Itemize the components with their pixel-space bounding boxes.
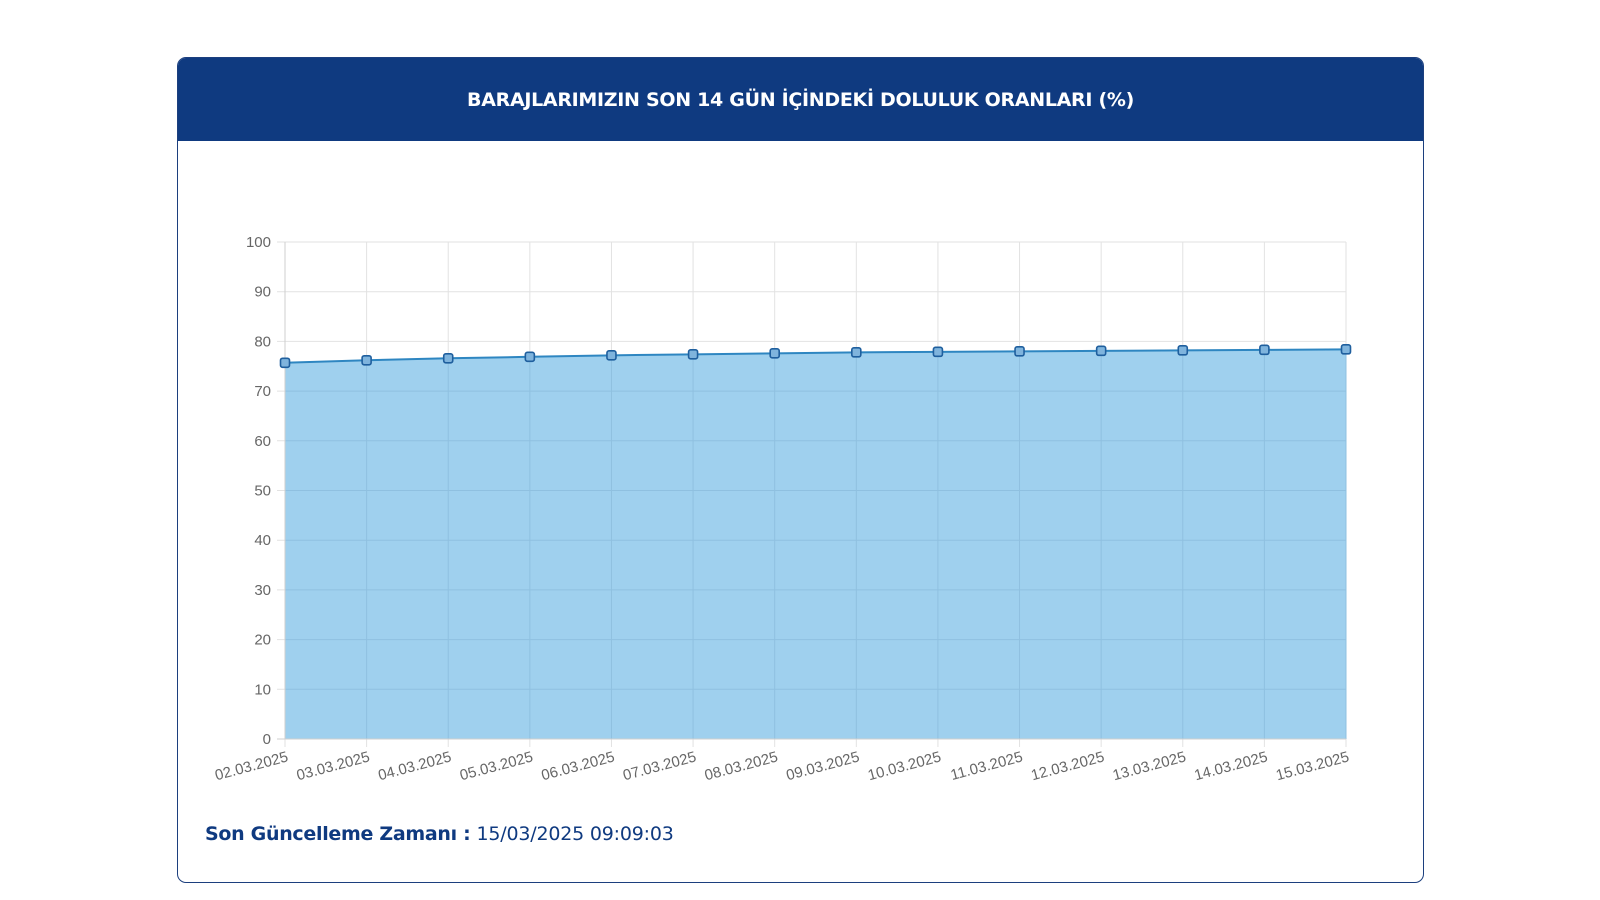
fill-rate-chart: 0 10 20 30 40 50 60 70 80 90 100 02.03.2025 03.03.2… (213, 234, 1352, 784)
x-tick-label: 15.03.2025 (1274, 748, 1351, 784)
y-tick-label: 90 (254, 284, 271, 301)
x-tick-label: 14.03.2025 (1193, 748, 1270, 784)
y-tick-label: 100 (246, 234, 271, 251)
y-tick-label: 60 (254, 433, 271, 450)
x-tick-label: 03.03.2025 (295, 748, 372, 784)
x-tick-label: 02.03.2025 (213, 748, 290, 784)
data-point[interactable] (687, 349, 699, 360)
y-tick-label: 70 (254, 383, 271, 400)
y-tick-label: 10 (254, 681, 271, 698)
data-point[interactable] (442, 352, 454, 364)
data-point[interactable] (361, 354, 372, 366)
y-tick-label: 50 (254, 483, 271, 500)
data-point[interactable] (1014, 346, 1025, 357)
chart-title: BARAJLARIMIZIN SON 14 GÜN İÇİNDEKİ DOLUL… (467, 88, 1134, 111)
data-point[interactable] (1177, 345, 1189, 356)
chart-card: BARAJLARIMIZIN SON 14 GÜN İÇİNDEKİ DOLUL… (177, 57, 1424, 883)
y-tick-label: 80 (254, 333, 271, 350)
data-points (279, 344, 1352, 369)
x-tick-label: 05.03.2025 (458, 748, 535, 784)
x-tick-label: 08.03.2025 (703, 748, 780, 784)
y-tick-label: 0 (263, 731, 271, 748)
data-point[interactable] (524, 351, 536, 363)
series-line (284, 348, 1347, 364)
data-point[interactable] (932, 346, 944, 358)
data-point[interactable] (769, 348, 780, 359)
y-tick-label: 30 (254, 582, 271, 599)
chart-area: 0 10 20 30 40 50 60 70 80 90 100 02.03.2025 03.03.2… (178, 141, 1422, 801)
y-tick-label: 20 (254, 632, 271, 649)
x-tick-label: 10.03.2025 (866, 748, 943, 784)
data-point[interactable] (1340, 344, 1352, 355)
card-header: BARAJLARIMIZIN SON 14 GÜN İÇİNDEKİ DOLUL… (178, 58, 1423, 141)
last-update: Son Güncelleme Zamanı : 15/03/2025 09:09… (205, 823, 674, 845)
x-tick-label: 13.03.2025 (1111, 748, 1188, 784)
x-tick-label: 06.03.2025 (540, 748, 617, 784)
last-update-label: Son Güncelleme Zamanı : (205, 823, 471, 845)
x-tick-label: 04.03.2025 (376, 748, 453, 784)
data-point[interactable] (1095, 345, 1107, 357)
area-fill (285, 349, 1346, 739)
x-tick-label: 12.03.2025 (1029, 748, 1106, 784)
y-tick-label: 40 (254, 532, 271, 549)
axes (277, 242, 1346, 740)
y-tick-labels: 0 10 20 30 40 50 60 70 80 90 100 (246, 234, 271, 748)
data-point[interactable] (851, 347, 862, 358)
x-tick-label: 09.03.2025 (784, 748, 861, 784)
area-layer (284, 348, 1347, 739)
last-update-value: 15/03/2025 09:09:03 (476, 823, 674, 845)
x-tick-label: 07.03.2025 (621, 748, 698, 784)
data-point[interactable] (606, 350, 617, 361)
x-tick-labels: 02.03.2025 03.03.2025 04.03.2025 05.03.2025… (213, 748, 1351, 784)
x-tick-label: 11.03.2025 (949, 748, 1025, 784)
data-point[interactable] (1259, 344, 1270, 356)
data-point[interactable] (279, 357, 291, 369)
